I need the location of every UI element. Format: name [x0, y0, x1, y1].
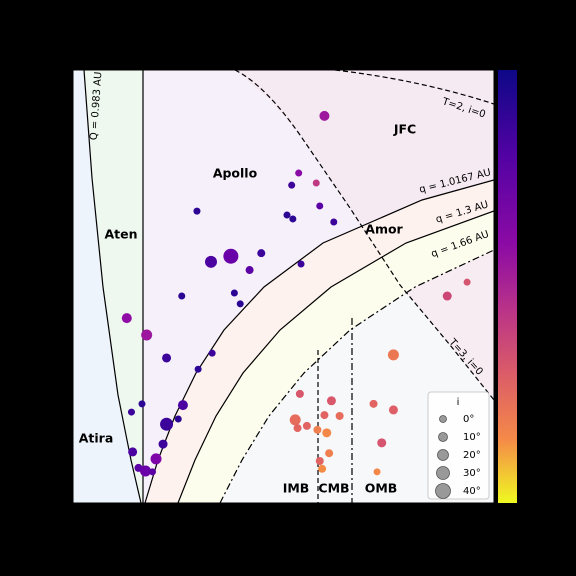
point [160, 417, 174, 431]
legend-label: 10° [463, 432, 481, 443]
region-label: Aten [104, 227, 137, 242]
legend-label: 40° [463, 486, 481, 497]
point [442, 291, 452, 301]
point [174, 415, 182, 423]
point [335, 411, 344, 420]
region-label: IMB [283, 481, 310, 496]
point [208, 349, 216, 357]
legend-title: i [457, 397, 460, 408]
legend-label: 30° [463, 468, 481, 479]
jfc-region [235, 70, 494, 400]
point [158, 439, 168, 449]
point [283, 211, 291, 219]
point [293, 424, 302, 433]
point [149, 468, 157, 476]
point [193, 207, 201, 215]
legend-label: 20° [463, 450, 481, 461]
legend-label: 0° [463, 414, 474, 425]
q-166-curve [219, 249, 494, 503]
point [312, 179, 320, 187]
point [289, 215, 297, 223]
point [369, 399, 378, 408]
legend-box [427, 391, 490, 500]
point [319, 110, 330, 121]
point [150, 453, 162, 465]
point [162, 353, 172, 363]
point [295, 389, 304, 398]
legend-marker [435, 483, 451, 499]
point [128, 447, 138, 457]
point [316, 202, 324, 210]
legend-marker [439, 415, 447, 423]
point [377, 438, 387, 448]
legend-marker [438, 432, 448, 442]
point [330, 218, 338, 226]
point [177, 400, 188, 411]
point [313, 425, 322, 434]
point [325, 449, 334, 458]
point [141, 329, 153, 341]
point [223, 248, 239, 264]
region-label: CMB [318, 481, 349, 496]
point [178, 292, 186, 300]
point [297, 260, 305, 268]
point [388, 405, 398, 415]
point [320, 411, 329, 420]
point [245, 266, 254, 275]
atira-region [73, 70, 141, 503]
curve-label: Q = 0.983 AU [89, 71, 105, 140]
point [140, 465, 152, 477]
point [373, 468, 381, 476]
colorbar [498, 70, 517, 503]
point [257, 249, 266, 258]
legend-marker [437, 449, 449, 461]
region-label: Apollo [213, 166, 258, 181]
t3-curve [234, 70, 494, 401]
amor-outer-region [178, 211, 494, 503]
region-label: Atira [79, 431, 114, 446]
point [194, 365, 202, 373]
point [236, 300, 244, 308]
q-0983-curve [83, 70, 142, 503]
point [326, 396, 336, 406]
point [230, 289, 238, 297]
legend: 0° 10° 20° 30° 40° [435, 414, 481, 499]
point [463, 278, 471, 286]
plot-frame [72, 69, 495, 504]
point [127, 408, 135, 416]
point [322, 428, 332, 438]
region-label: OMB [365, 481, 398, 496]
legend-marker [436, 466, 450, 480]
t2-curve [334, 70, 494, 105]
point [387, 349, 399, 361]
point [288, 181, 296, 189]
region-label: Amor [365, 222, 403, 237]
point [204, 255, 217, 268]
amor-region [145, 180, 494, 503]
points [121, 110, 471, 477]
point [295, 169, 303, 177]
point [138, 400, 146, 408]
region-label: JFC [393, 122, 416, 137]
point [302, 421, 311, 430]
point [318, 464, 327, 473]
aten-region [84, 70, 143, 503]
point [315, 456, 324, 465]
point [289, 414, 301, 426]
point [121, 313, 132, 324]
q-13-curve [177, 210, 494, 503]
